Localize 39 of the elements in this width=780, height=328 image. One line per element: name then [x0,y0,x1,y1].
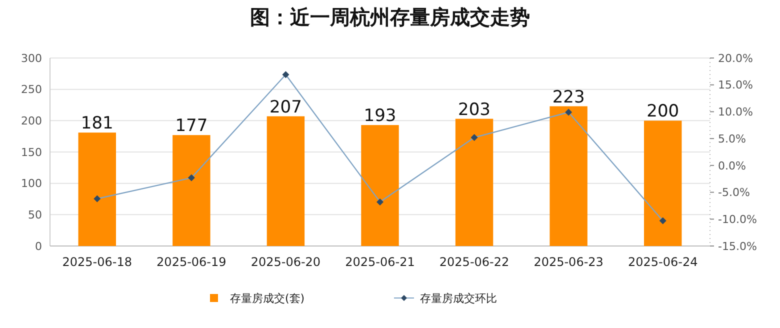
bar [172,135,210,246]
bar [550,106,588,246]
legend-label: 存量房成交环比 [420,292,497,305]
x-tick-label: 2025-06-22 [439,255,510,269]
data-label: 177 [175,116,208,136]
legend-label: 存量房成交(套) [230,292,305,305]
y-tick-label: 100 [21,177,42,190]
x-tick-label: 2025-06-23 [534,255,604,269]
data-label: 181 [80,114,114,134]
y2-tick-label: 5.0% [718,132,746,146]
y-tick-label: 250 [21,83,42,96]
y-tick-label: 50 [28,208,42,222]
y2-tick-label: -10.0% [718,212,757,226]
y-tick-label: 150 [21,146,42,159]
y-tick-label: 200 [21,114,42,128]
x-tick-label: 2025-06-20 [250,255,321,269]
x-tick-label: 2025-06-24 [628,255,698,269]
bar [78,132,116,246]
data-label: 207 [269,97,302,118]
data-label: 200 [646,102,680,122]
x-tick-label: 2025-06-19 [156,255,226,269]
y2-tick-label: 0.0% [718,159,746,172]
x-tick-label: 2025-06-21 [345,255,415,269]
data-label: 203 [458,100,491,120]
y2-tick-label: 10.0% [718,106,753,119]
bar [455,118,494,246]
bar [266,116,305,246]
y2-tick-label: 20.0% [718,52,753,65]
y2-tick-label: -15.0% [718,240,757,253]
bar [644,120,682,246]
y-tick-label: 300 [21,52,42,65]
y2-tick-label: 15.0% [718,78,753,92]
y2-tick-label: -5.0% [718,186,750,200]
data-label: 193 [364,106,396,126]
chart-title: 图：近一周杭州存量房成交走势 [250,5,530,29]
y-tick-label: 0 [35,240,42,253]
data-label: 223 [552,87,585,108]
bar [361,125,399,246]
x-tick-label: 2025-06-18 [62,255,132,269]
